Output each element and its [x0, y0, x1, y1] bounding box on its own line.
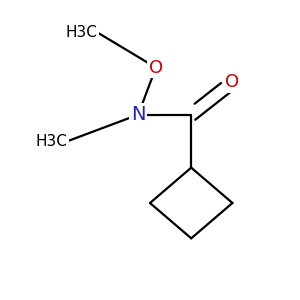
Text: H3C: H3C: [36, 134, 68, 149]
Text: H3C: H3C: [65, 25, 97, 40]
Text: O: O: [149, 58, 163, 76]
Text: N: N: [131, 105, 146, 124]
Text: O: O: [225, 73, 239, 91]
